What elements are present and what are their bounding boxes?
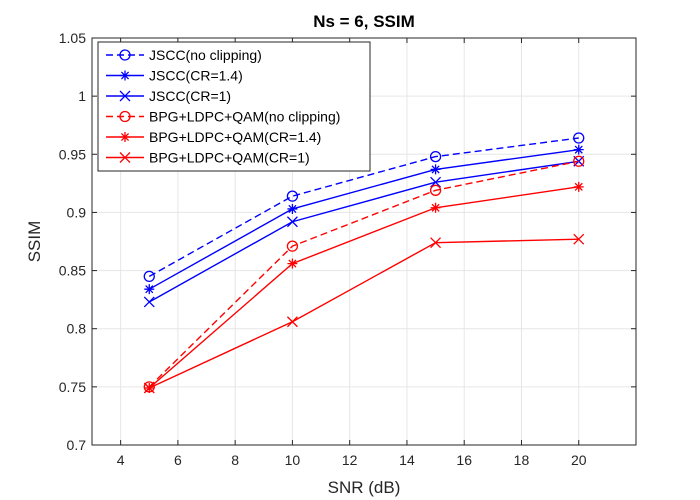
y-tick-label: 1: [78, 88, 86, 104]
legend-label: JSCC(CR=1.4): [149, 68, 243, 84]
series-5: [144, 181, 584, 394]
y-tick-label: 1.05: [59, 30, 86, 46]
data-point: [286, 190, 299, 202]
legend-box: [97, 41, 371, 172]
x-tick-label: 14: [399, 452, 415, 468]
x-axis-label: SNR (dB): [328, 478, 401, 497]
legend-entry: JSCC(CR=1): [106, 88, 231, 104]
legend-marker: [120, 132, 130, 142]
y-tick-label: 0.8: [67, 321, 87, 337]
series-line: [148, 186, 579, 389]
legend-label: JSCC(no clipping): [149, 47, 262, 63]
x-tick-label: 8: [231, 452, 239, 468]
data-point: [573, 155, 585, 167]
data-point: [286, 216, 298, 228]
data-point: [286, 240, 299, 252]
legend-label: BPG+LDPC+QAM(no clipping): [149, 109, 340, 125]
axis-ticks: 4 6 8 10 12 14 16 18 20 0.7 0.75 0.8 0.85 0.9 0.95 1 1.0…: [59, 30, 636, 468]
series-line: [148, 160, 579, 303]
y-tick-label: 0.95: [59, 146, 86, 162]
chart-title: Ns = 6, SSIM: [313, 12, 415, 31]
data-point: [573, 233, 585, 245]
legend-label: BPG+LDPC+QAM(CR=1): [149, 150, 310, 166]
x-tick-label: 10: [285, 452, 301, 468]
data-point: [143, 270, 155, 283]
data-point: [430, 202, 441, 213]
data-point: [430, 176, 442, 188]
data-point: [429, 150, 442, 163]
data-point: [430, 164, 441, 175]
y-tick-label: 0.9: [67, 204, 87, 220]
x-tick-label: 16: [456, 452, 472, 468]
series-line: [148, 148, 579, 290]
series-6: [143, 233, 585, 394]
data-point: [287, 258, 298, 269]
plot-frame: [91, 37, 637, 446]
x-tick-label: 20: [571, 452, 587, 468]
x-tick-label: 12: [342, 452, 358, 468]
x-tick-label: 18: [514, 452, 530, 468]
data-point: [573, 181, 584, 192]
legend-entry: JSCC(no clipping): [106, 47, 262, 63]
legend-marker: [120, 70, 130, 81]
series-4: [143, 155, 585, 393]
legend-marker: [119, 90, 131, 102]
series-3: [143, 155, 585, 308]
series-layer: [143, 132, 585, 394]
series-line: [148, 160, 579, 388]
x-tick-label: 4: [117, 452, 125, 468]
legend-entry: BPG+LDPC+QAM(CR=1.4): [106, 129, 321, 145]
y-tick-label: 0.75: [59, 379, 86, 395]
y-tick-label: 0.85: [59, 263, 86, 279]
legend-label: JSCC(CR=1): [149, 88, 231, 104]
series-1: [143, 132, 585, 283]
data-point: [573, 132, 585, 144]
series-line: [148, 238, 579, 389]
legend-entry: BPG+LDPC+QAM(CR=1): [106, 150, 310, 166]
legend-marker: [119, 152, 131, 163]
data-point: [429, 184, 442, 196]
y-axis-label: SSIM: [25, 221, 44, 263]
data-point: [573, 144, 584, 155]
y-tick-label: 0.7: [67, 437, 87, 453]
x-tick-label: 6: [174, 452, 182, 468]
legend-marker: [119, 110, 131, 123]
legend-marker: [119, 49, 131, 61]
data-point: [143, 296, 155, 308]
data-point: [287, 203, 298, 214]
data-point: [430, 237, 442, 249]
series-line: [148, 137, 579, 277]
legend: JSCC(no clipping) JSCC(CR=1.4) JSCC(CR=1) B…: [97, 41, 371, 172]
legend-entry: BPG+LDPC+QAM(no clipping): [106, 109, 340, 125]
data-point: [143, 382, 155, 394]
data-point: [144, 284, 155, 295]
legend-label: BPG+LDPC+QAM(CR=1.4): [149, 129, 321, 145]
legend-entry: JSCC(CR=1.4): [106, 68, 243, 84]
series-2: [144, 144, 584, 295]
data-point: [286, 316, 298, 328]
